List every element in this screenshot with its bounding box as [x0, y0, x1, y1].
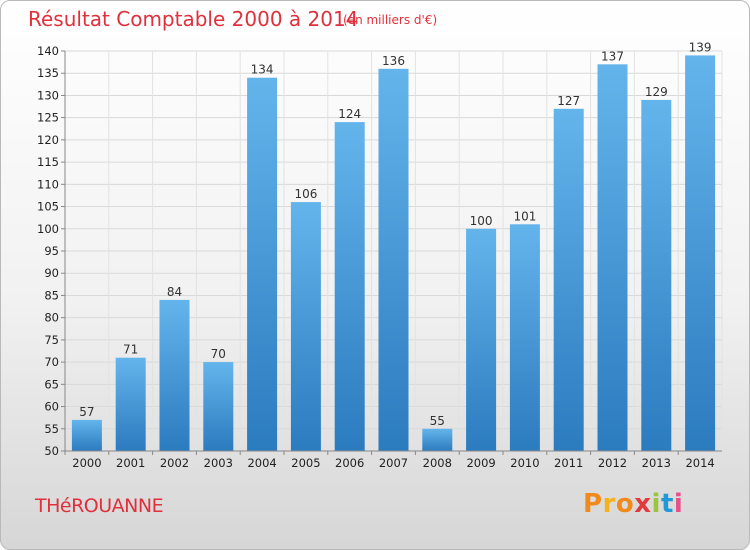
y-tick-label: 85: [44, 288, 59, 302]
data-label: 136: [382, 54, 405, 68]
logo-letter: i: [673, 489, 684, 519]
y-tick-label: 65: [44, 377, 59, 391]
data-label: 106: [294, 187, 317, 201]
bar-2006: [334, 122, 365, 451]
x-tick-label: 2013: [642, 456, 671, 470]
logo-letter: i: [651, 489, 661, 519]
x-tick-label: 2007: [379, 456, 408, 470]
y-tick-label: 120: [37, 133, 59, 147]
y-tick-label: 55: [44, 422, 59, 436]
logo-letter: t: [660, 489, 674, 519]
label-layer: 57 71 84 70 134 106 124 136 55 100 101 127 137 129 139: [79, 40, 711, 427]
x-tick-label: 2005: [291, 456, 320, 470]
x-tick-label: 2009: [466, 456, 495, 470]
y-tick-label: 70: [44, 355, 59, 369]
x-tick-label: 2006: [335, 456, 364, 470]
y-tick-label: 95: [44, 244, 59, 258]
logo-letter: P: [583, 489, 603, 519]
y-tick-label: 130: [37, 88, 59, 102]
data-label: 134: [251, 63, 274, 77]
axis-layer: 50 55 60 65 70 75 80 85 90 95 100 105 110 115 120 125 13…: [37, 44, 722, 470]
bar-2014: [685, 55, 716, 452]
bar-2010: [509, 224, 540, 451]
x-tick-label: 2008: [423, 456, 452, 470]
bar-2003: [203, 362, 234, 451]
bar-2012: [597, 64, 628, 452]
y-tick-label: 110: [37, 177, 59, 191]
x-tick-label: 2001: [116, 456, 145, 470]
data-label: 71: [123, 343, 138, 357]
x-tick-label: 2011: [554, 456, 583, 470]
x-tick-label: 2000: [72, 456, 101, 470]
bar-2005: [290, 202, 321, 451]
y-tick-label: 50: [44, 444, 59, 458]
bar-2008: [422, 428, 453, 451]
logo-letter: o: [615, 489, 635, 519]
data-label: 124: [338, 107, 361, 121]
data-label: 100: [470, 214, 493, 228]
bar-2001: [115, 357, 146, 451]
data-label: 139: [689, 40, 712, 54]
y-tick-label: 140: [37, 44, 59, 58]
logo-letter: x: [634, 489, 652, 519]
data-label: 101: [513, 209, 536, 223]
bar-2011: [553, 108, 584, 452]
data-label: 70: [211, 347, 226, 361]
data-label: 137: [601, 49, 624, 63]
city-name: THéROUANNE: [35, 495, 164, 517]
x-tick-label: 2012: [598, 456, 627, 470]
data-label: 127: [557, 94, 580, 108]
proxiti-logo[interactable]: Proxiti: [583, 489, 683, 519]
bar-2013: [641, 99, 672, 452]
x-tick-label: 2014: [685, 456, 714, 470]
logo-letter: r: [602, 489, 616, 519]
y-tick-label: 135: [37, 66, 59, 80]
y-tick-label: 80: [44, 311, 59, 325]
bar-2007: [378, 68, 409, 452]
bar-2004: [247, 77, 278, 451]
y-tick-label: 125: [37, 111, 59, 125]
data-label: 57: [79, 405, 94, 419]
data-label: 129: [645, 85, 668, 99]
bar-layer: [71, 55, 716, 452]
data-label: 84: [167, 285, 182, 299]
chart-unit: (en milliers d'€): [343, 13, 438, 27]
y-tick-label: 105: [37, 200, 59, 214]
y-tick-label: 90: [44, 266, 59, 280]
y-tick-label: 60: [44, 400, 59, 414]
x-tick-label: 2010: [510, 456, 539, 470]
y-tick-label: 115: [37, 155, 59, 169]
bar-2009: [466, 228, 497, 451]
bar-2000: [71, 419, 102, 451]
chart-title: Résultat Comptable 2000 à 2014: [28, 7, 359, 31]
x-tick-label: 2002: [160, 456, 189, 470]
bar-2002: [159, 299, 190, 451]
y-tick-label: 100: [37, 222, 59, 236]
data-label: 55: [430, 414, 445, 428]
x-tick-label: 2004: [247, 456, 276, 470]
x-tick-label: 2003: [204, 456, 233, 470]
y-tick-label: 75: [44, 333, 59, 347]
